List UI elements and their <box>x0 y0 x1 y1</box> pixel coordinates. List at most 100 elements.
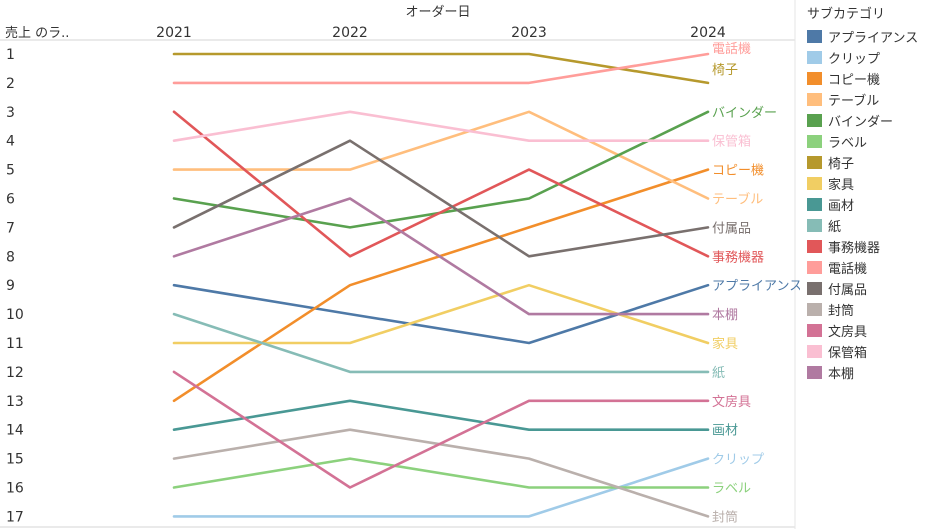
legend-label: 家具 <box>828 178 855 193</box>
series-line[interactable] <box>172 399 710 432</box>
legend-swatch <box>807 282 822 295</box>
rank-label: 9 <box>6 278 15 294</box>
legend-label: 椅子 <box>828 157 855 172</box>
end-label: アプライアンス <box>712 279 800 294</box>
legend-label: 保管箱 <box>828 346 868 361</box>
end-label: 画材 <box>712 424 738 439</box>
rank-label: 4 <box>6 134 15 150</box>
series-line[interactable] <box>172 168 710 403</box>
legend-swatch <box>807 93 822 106</box>
rank-label: 1 <box>6 47 15 63</box>
legend-swatch <box>807 156 822 169</box>
legend-item[interactable]: 紙 <box>807 215 945 236</box>
legend-title: サブカテゴリ <box>807 7 886 22</box>
row-header: 売上 のラ.. <box>5 25 69 41</box>
legend-label: クリップ <box>828 52 881 67</box>
legend-item[interactable]: アプライアンス <box>807 26 945 47</box>
x-tick-label: 2022 <box>332 25 368 41</box>
x-tick-label: 2021 <box>156 25 192 41</box>
series-line[interactable] <box>172 110 710 142</box>
rank-label: 16 <box>6 481 24 497</box>
legend-item[interactable]: 電話機 <box>807 257 945 278</box>
bump-chart: オーダー日 売上 のラ.. 2021 2022 2023 2024 123456789… <box>0 0 800 529</box>
legend-item[interactable]: コピー機 <box>807 68 945 89</box>
legend-swatch <box>807 219 822 232</box>
rank-label: 10 <box>6 307 24 323</box>
rank-label: 7 <box>6 220 15 236</box>
legend-item[interactable]: テーブル <box>807 89 945 110</box>
legend-item[interactable]: 文房具 <box>807 320 945 341</box>
legend-label: 付属品 <box>828 283 868 298</box>
rank-label: 12 <box>6 365 24 381</box>
legend-item[interactable]: ラベル <box>807 131 945 152</box>
end-label: 椅子 <box>712 63 738 78</box>
rank-label: 13 <box>6 394 24 410</box>
legend-swatch <box>807 240 822 253</box>
series-line[interactable] <box>172 312 710 374</box>
rank-label: 3 <box>6 105 15 121</box>
rank-label: 17 <box>6 509 24 525</box>
x-axis-title: オーダー日 <box>405 5 470 20</box>
series-line[interactable] <box>172 370 710 489</box>
legend-label: 画材 <box>828 199 855 214</box>
series-line[interactable] <box>172 110 710 200</box>
legend-label: 文房具 <box>828 325 868 340</box>
legend-swatch <box>807 51 822 64</box>
end-label: バインダー <box>712 106 777 121</box>
series-line[interactable] <box>172 139 710 258</box>
legend-swatch <box>807 135 822 148</box>
series-line[interactable] <box>172 52 710 85</box>
series-line[interactable] <box>172 110 710 258</box>
legend-swatch <box>807 114 822 127</box>
end-label: 事務機器 <box>712 250 764 265</box>
end-label: 本棚 <box>712 308 738 323</box>
legend-label: バインダー <box>828 115 894 130</box>
legend-swatch <box>807 345 822 358</box>
legend-swatch <box>807 303 822 316</box>
legend-item[interactable]: 付属品 <box>807 278 945 299</box>
legend-label: テーブル <box>828 94 880 109</box>
legend-item[interactable]: 事務機器 <box>807 236 945 257</box>
end-label: コピー機 <box>712 164 764 179</box>
legend-swatch <box>807 30 822 43</box>
legend-swatch <box>807 198 822 211</box>
series-line[interactable] <box>172 197 710 316</box>
legend-swatch <box>807 324 822 337</box>
legend-label: 電話機 <box>828 262 868 277</box>
rank-label: 6 <box>6 192 15 208</box>
legend-swatch <box>807 177 822 190</box>
legend-item[interactable]: 家具 <box>807 173 945 194</box>
legend-label: コピー機 <box>828 73 881 88</box>
legend-swatch <box>807 366 822 379</box>
end-label: 文房具 <box>712 394 751 410</box>
legend-item[interactable]: 本棚 <box>807 362 945 383</box>
legend-item[interactable]: クリップ <box>807 47 945 68</box>
legend-item[interactable]: 椅子 <box>807 152 945 173</box>
rank-label: 8 <box>6 249 15 265</box>
rank-label: 11 <box>6 336 24 352</box>
legend-item[interactable]: 画材 <box>807 194 945 215</box>
end-label: 家具 <box>712 336 738 352</box>
end-label: テーブル <box>712 192 763 208</box>
legend-item[interactable]: 保管箱 <box>807 341 945 362</box>
legend-label: 事務機器 <box>828 241 881 256</box>
rank-label: 15 <box>6 452 24 468</box>
legend-label: ラベル <box>828 136 868 151</box>
x-tick-label: 2024 <box>690 25 726 41</box>
rank-label: 14 <box>6 423 24 439</box>
legend-label: 封筒 <box>828 304 855 319</box>
end-label: 付属品 <box>712 221 751 236</box>
end-label: 電話機 <box>712 41 751 57</box>
end-label: ラベル <box>712 482 751 497</box>
series-line[interactable] <box>172 52 710 85</box>
legend-item[interactable]: 封筒 <box>807 299 945 320</box>
legend-label: 紙 <box>828 220 842 235</box>
legend-item[interactable]: バインダー <box>807 110 945 131</box>
legend-label: アプライアンス <box>828 31 919 46</box>
end-label: 封筒 <box>712 509 738 525</box>
end-label: 紙 <box>712 366 725 381</box>
legend-label: 本棚 <box>828 367 855 382</box>
legend: サブカテゴリ アプライアンス クリップコピー機テーブルバインダーラベル椅子家具画材… <box>807 3 945 383</box>
end-label: クリップ <box>712 453 764 468</box>
x-tick-label: 2023 <box>511 25 547 41</box>
